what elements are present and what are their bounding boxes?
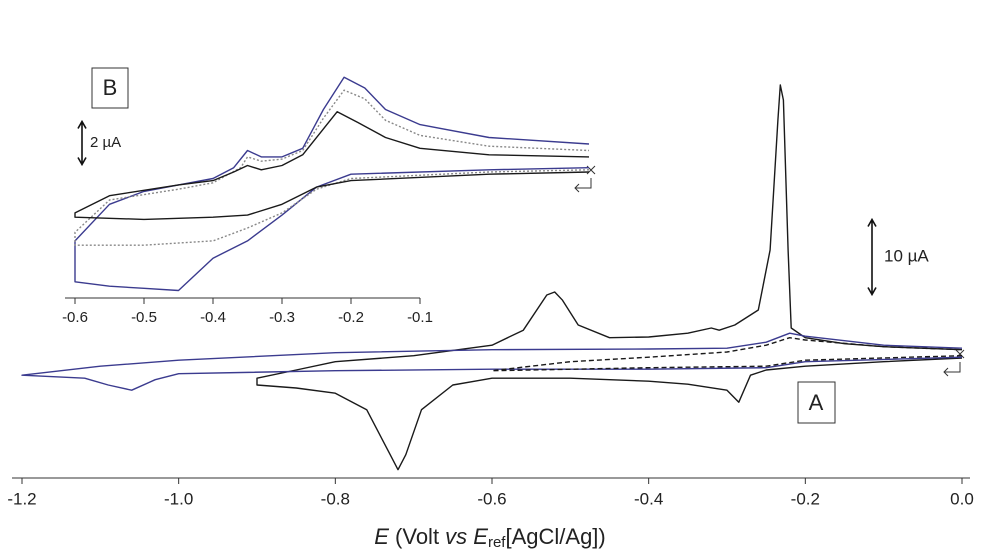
x-tick-label: -0.2 xyxy=(338,309,364,326)
panel-label: B xyxy=(103,75,118,100)
label-part: (Volt xyxy=(389,524,445,549)
x-tick-label: -0.4 xyxy=(200,309,226,326)
x-tick-label: -0.6 xyxy=(477,489,506,508)
label-part: E xyxy=(467,524,488,549)
x-tick-label: -0.6 xyxy=(62,309,88,326)
x-tick-label: -0.4 xyxy=(634,489,663,508)
scale-bar xyxy=(867,217,877,297)
label-part: vs xyxy=(445,524,467,549)
x-tick-label: -0.5 xyxy=(131,309,157,326)
panel-label: A xyxy=(809,390,824,415)
cv-curve xyxy=(256,84,963,471)
label-part: E xyxy=(374,524,389,549)
cv-curve xyxy=(74,111,590,221)
x-tick-label: -0.2 xyxy=(791,489,820,508)
x-axis-label: E (Volt vs Eref[AgCl/Ag]) xyxy=(374,524,606,551)
x-tick-label: -0.1 xyxy=(407,309,433,326)
panel-box xyxy=(91,67,129,109)
x-tick-label: -1.0 xyxy=(164,489,193,508)
cv-curve xyxy=(74,89,590,246)
start-marker xyxy=(574,165,965,377)
cv-curve xyxy=(491,337,963,372)
label-part: [AgCl/Ag]) xyxy=(505,524,605,549)
x-tick-label: -0.3 xyxy=(269,309,295,326)
scale-bar-label: 10 µA xyxy=(884,246,929,265)
x-tick-label: -0.8 xyxy=(321,489,350,508)
scale-bar-label: 2 µA xyxy=(90,134,121,151)
x-tick-label: 0.0 xyxy=(950,489,974,508)
scale-bar xyxy=(77,119,87,167)
panel-box xyxy=(797,381,836,424)
label-part: ref xyxy=(488,534,506,551)
x-tick-label: -1.2 xyxy=(7,489,36,508)
